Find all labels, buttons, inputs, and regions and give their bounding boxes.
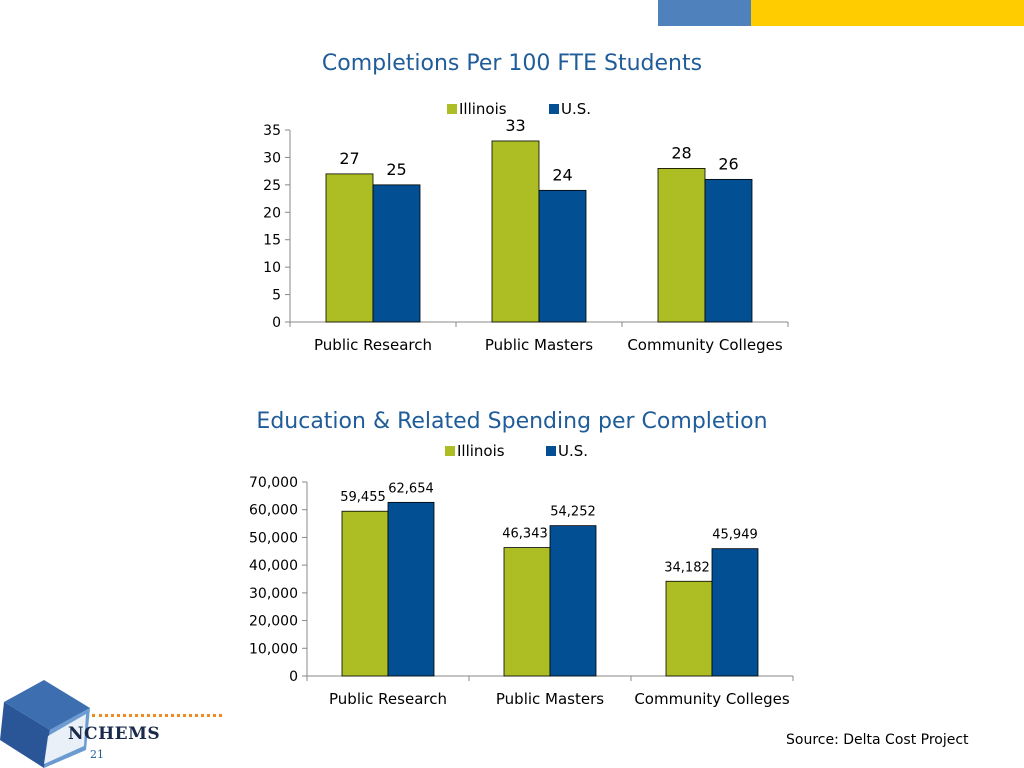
page-number: 21 — [90, 748, 104, 761]
chart1-y-tick-label: 30 — [263, 150, 281, 166]
chart2-x-tick-label: Community Colleges — [634, 690, 790, 708]
chart1-bar — [372, 184, 421, 323]
chart1-y-tick-label: 35 — [263, 123, 281, 139]
chart1-y-tick-label: 10 — [263, 260, 281, 276]
footer-dotted-line — [92, 714, 222, 717]
chart1-y-tick-label: 15 — [263, 233, 281, 249]
nchems-logo-text: NCHEMS — [68, 724, 161, 744]
chart2-y-tick-label: 0 — [289, 669, 298, 685]
chart2-bar — [549, 525, 597, 677]
chart1-data-label: 28 — [671, 143, 691, 162]
chart2-spending: Illinois U.S. 0 10,000 20,000 30,000 40,000 50,… — [249, 442, 794, 708]
chart2-bar — [341, 510, 389, 677]
chart2-legend-label-1: U.S. — [558, 442, 588, 460]
chart1-data-label: 25 — [386, 160, 406, 179]
chart1-data-label: 26 — [718, 154, 738, 173]
chart2-y-tick-label: 30,000 — [249, 586, 298, 602]
chart2-x-tick-label: Public Masters — [496, 690, 604, 708]
chart2-y-tick-label: 10,000 — [249, 641, 298, 657]
chart2-data-label: 54,252 — [550, 505, 596, 520]
chart1-x-tick-label: Community Colleges — [627, 336, 783, 354]
chart2-data-label: 34,182 — [664, 560, 710, 575]
chart1-bar — [491, 140, 540, 323]
chart2-data-label: 62,654 — [388, 481, 434, 496]
chart1-legend-label-0: Illinois — [459, 100, 507, 118]
chart2-y-tick-label: 40,000 — [249, 558, 298, 574]
chart2-x-tick-label: Public Research — [329, 690, 447, 708]
chart1-data-label: 24 — [552, 165, 572, 184]
nchems-logo — [0, 680, 90, 768]
chart2-legend-swatch-1 — [546, 446, 556, 456]
chart1-bar — [325, 173, 374, 323]
chart1-y-tick-label: 25 — [263, 178, 281, 194]
chart2-y-tick-label: 60,000 — [249, 503, 298, 519]
source-note: Source: Delta Cost Project — [786, 732, 969, 748]
chart2-data-label: 59,455 — [340, 490, 386, 505]
header-accent-yellow — [751, 0, 1024, 26]
header-accent-blue — [658, 0, 751, 26]
chart1-completions: Illinois U.S. 0 5 10 15 20 25 30 35 Public Researc… — [263, 100, 789, 354]
chart2-bar — [665, 580, 713, 677]
chart2-legend-label-0: Illinois — [457, 442, 505, 460]
chart1-bar — [657, 168, 706, 323]
chart1-legend-swatch-0 — [447, 104, 457, 114]
chart2-bar — [711, 548, 759, 677]
chart1-title: Completions Per 100 FTE Students — [321, 51, 703, 76]
chart2-y-tick-label: 50,000 — [249, 530, 298, 546]
chart1-y-tick-label: 0 — [272, 315, 281, 331]
chart2-y-tick-label: 70,000 — [249, 475, 298, 491]
chart1-x-tick-label: Public Masters — [485, 336, 593, 354]
chart1-bar — [538, 189, 587, 323]
chart2-title: Education & Related Spending per Complet… — [256, 409, 768, 434]
chart2-bar — [503, 547, 551, 677]
chart1-data-label: 33 — [505, 116, 525, 135]
chart1-legend-label-1: U.S. — [561, 100, 591, 118]
chart1-x-tick-label: Public Research — [314, 336, 432, 354]
chart1-legend-swatch-1 — [549, 104, 559, 114]
chart1-data-label: 27 — [339, 149, 359, 168]
chart2-data-label: 46,343 — [502, 527, 548, 542]
chart2-y-tick-label: 20,000 — [249, 614, 298, 630]
chart1-y-tick-label: 5 — [272, 288, 281, 304]
chart1-y-tick-label: 20 — [263, 205, 281, 221]
chart2-data-label: 45,949 — [712, 528, 758, 543]
chart2-bar — [387, 501, 435, 677]
chart1-bar — [704, 178, 753, 323]
chart2-legend-swatch-0 — [445, 446, 455, 456]
